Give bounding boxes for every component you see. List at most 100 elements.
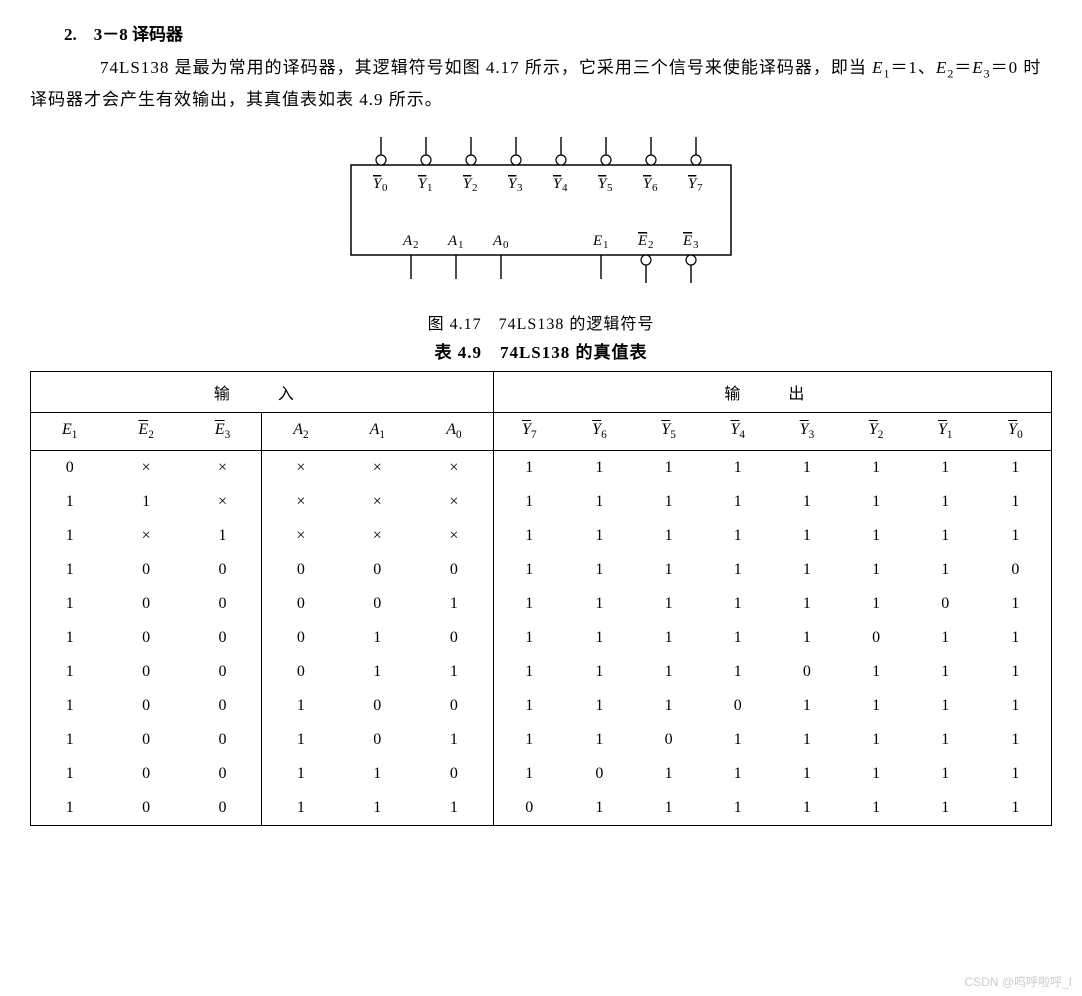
table-cell: 1 xyxy=(634,757,703,791)
svg-text:6: 6 xyxy=(652,182,658,194)
table-cell: 1 xyxy=(703,553,772,587)
table-cell: × xyxy=(340,450,415,485)
table-cell: 1 xyxy=(493,485,565,519)
table-cell: 1 xyxy=(340,757,415,791)
table-cell: 1 xyxy=(565,689,634,723)
table-cell: 1 xyxy=(493,723,565,757)
table-cell: 0 xyxy=(415,553,493,587)
table-cell: 1 xyxy=(842,553,911,587)
table-cell: 1 xyxy=(634,519,703,553)
table-cell: 1 xyxy=(911,689,980,723)
table-cell: 0 xyxy=(108,791,183,826)
svg-text:E: E xyxy=(682,233,692,249)
table-cell: 1 xyxy=(108,485,183,519)
table-cell: 1 xyxy=(493,587,565,621)
table-cell: 1 xyxy=(842,450,911,485)
svg-text:A: A xyxy=(402,233,413,249)
col-header: Y0 xyxy=(980,413,1052,450)
svg-text:1: 1 xyxy=(427,182,433,194)
table-cell: 0 xyxy=(184,587,262,621)
table-cell: 1 xyxy=(634,791,703,826)
table-cell: 0 xyxy=(184,621,262,655)
col-header: Y1 xyxy=(911,413,980,450)
table-cell: 1 xyxy=(703,621,772,655)
table-cell: 0 xyxy=(262,553,340,587)
table-cell: 1 xyxy=(703,587,772,621)
table-cell: × xyxy=(108,450,183,485)
table-cell: 1 xyxy=(31,757,109,791)
col-header: Y7 xyxy=(493,413,565,450)
table-cell: 0 xyxy=(108,757,183,791)
table-cell: 0 xyxy=(340,689,415,723)
table-cell: 1 xyxy=(772,723,841,757)
table-cell: 1 xyxy=(565,587,634,621)
table-cell: 1 xyxy=(262,723,340,757)
table-cell: 1 xyxy=(262,689,340,723)
col-header: A0 xyxy=(415,413,493,450)
table-cell: 1 xyxy=(980,621,1052,655)
svg-text:4: 4 xyxy=(562,182,568,194)
table-cell: × xyxy=(340,519,415,553)
table-cell: 1 xyxy=(565,519,634,553)
table-cell: 1 xyxy=(772,621,841,655)
table-cell: 1 xyxy=(772,553,841,587)
col-header: Y4 xyxy=(703,413,772,450)
table-cell: 1 xyxy=(340,621,415,655)
col-header: A2 xyxy=(262,413,340,450)
svg-text:A: A xyxy=(492,233,503,249)
table-cell: 1 xyxy=(842,587,911,621)
col-header: Y2 xyxy=(842,413,911,450)
table-cell: 0 xyxy=(415,689,493,723)
table-cell: 1 xyxy=(772,485,841,519)
table-cell: × xyxy=(108,519,183,553)
table-cell: 1 xyxy=(772,450,841,485)
table-cell: 1 xyxy=(980,519,1052,553)
table-cell: 0 xyxy=(415,757,493,791)
diagram-caption: 图 4.17 74LS138 的逻辑符号 xyxy=(30,310,1052,334)
table-cell: 0 xyxy=(262,621,340,655)
table-cell: 0 xyxy=(415,621,493,655)
table-cell: 1 xyxy=(980,689,1052,723)
truth-table: 输 入输 出E1E2E3A2A1A0Y7Y6Y5Y4Y3Y2Y1Y00×××××… xyxy=(30,371,1052,825)
table-cell: 1 xyxy=(703,655,772,689)
col-header: E3 xyxy=(184,413,262,450)
table-cell: 1 xyxy=(565,791,634,826)
table-cell: 1 xyxy=(415,655,493,689)
table-cell: 1 xyxy=(31,655,109,689)
table-cell: 0 xyxy=(184,791,262,826)
table-cell: 1 xyxy=(565,655,634,689)
table-cell: 1 xyxy=(980,757,1052,791)
table-cell: 1 xyxy=(772,757,841,791)
col-header: A1 xyxy=(340,413,415,450)
table-cell: 0 xyxy=(108,587,183,621)
svg-text:E: E xyxy=(592,233,602,249)
table-cell: 1 xyxy=(31,689,109,723)
table-cell: 0 xyxy=(108,655,183,689)
table-cell: 0 xyxy=(184,655,262,689)
table-cell: × xyxy=(340,485,415,519)
table-cell: 1 xyxy=(703,450,772,485)
table-cell: 1 xyxy=(184,519,262,553)
table-cell: 1 xyxy=(703,791,772,826)
table-cell: 0 xyxy=(262,587,340,621)
table-cell: 0 xyxy=(634,723,703,757)
table-cell: 1 xyxy=(980,587,1052,621)
svg-text:3: 3 xyxy=(517,182,523,194)
table-cell: 1 xyxy=(493,689,565,723)
table-cell: 1 xyxy=(634,689,703,723)
table-cell: 1 xyxy=(772,519,841,553)
table-cell: 1 xyxy=(842,689,911,723)
table-cell: 1 xyxy=(31,485,109,519)
table-cell: × xyxy=(262,485,340,519)
table-cell: × xyxy=(415,485,493,519)
table-cell: 1 xyxy=(911,655,980,689)
table-cell: 1 xyxy=(415,723,493,757)
table-cell: × xyxy=(262,519,340,553)
table-cell: 1 xyxy=(842,655,911,689)
col-header: Y5 xyxy=(634,413,703,450)
table-cell: 1 xyxy=(911,791,980,826)
group-header-input: 输 入 xyxy=(31,372,494,413)
table-cell: × xyxy=(184,485,262,519)
table-cell: 1 xyxy=(31,519,109,553)
svg-text:0: 0 xyxy=(382,182,388,194)
